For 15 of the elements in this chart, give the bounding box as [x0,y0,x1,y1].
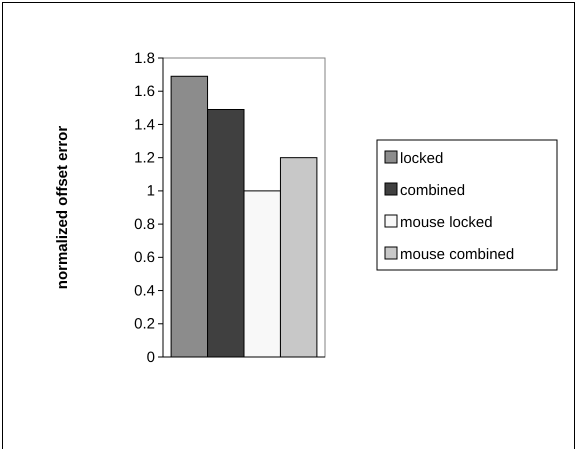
y-tick-label: 0 [146,348,155,366]
y-tick-label: 1 [146,182,155,200]
y-tick-label: 0.8 [134,216,155,233]
y-tick-label: 1.4 [134,116,155,134]
y-axis-title: normalized offset error [54,126,71,290]
y-tick-label: 0.2 [134,316,155,333]
y-tick-label: 1.2 [134,149,155,166]
legend-label: combined [400,182,466,199]
legend-label: mouse locked [400,214,493,231]
y-tick-label: 1.8 [134,50,155,67]
legend-label: mouse combined [400,246,514,263]
y-tick-label: 0.4 [134,282,155,300]
y-tick-label: 0.6 [134,249,155,266]
legend-label: locked [400,150,444,167]
y-tick-label: 1.6 [134,83,155,100]
